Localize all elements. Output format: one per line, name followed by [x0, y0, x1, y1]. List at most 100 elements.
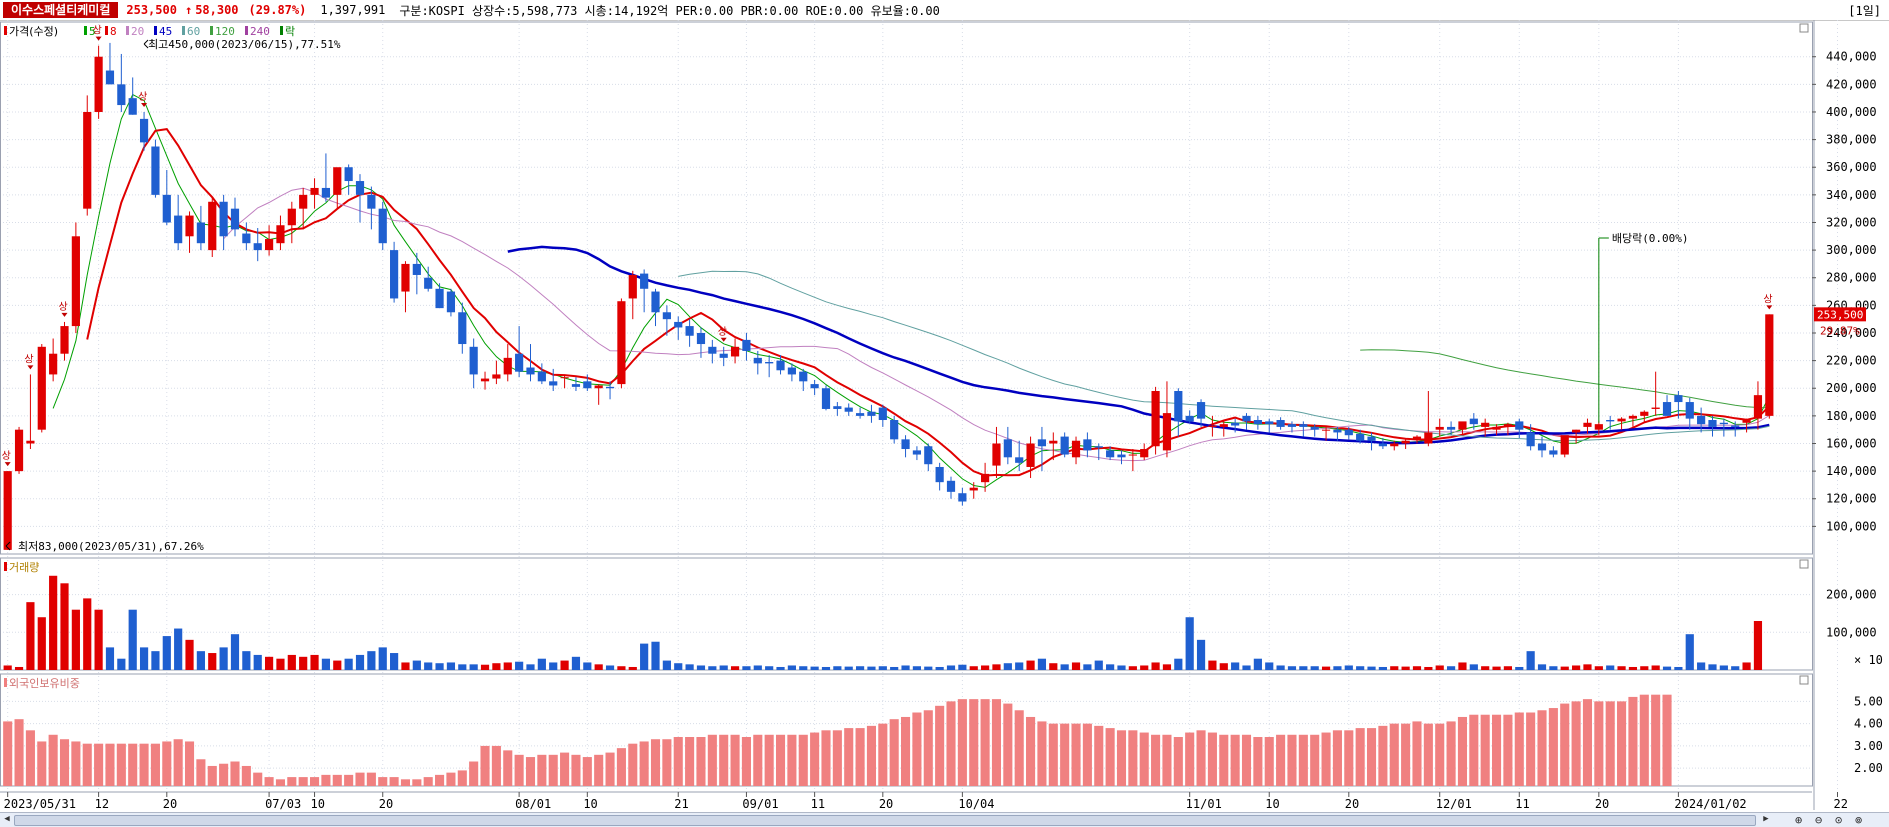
- foreign-ratio-bar: [832, 730, 842, 786]
- zoom-in-icon[interactable]: ⊕: [1795, 813, 1803, 827]
- zoom-reset-icon[interactable]: ⊙: [1835, 813, 1843, 827]
- volume-tick-label: 100,000: [1826, 625, 1877, 639]
- volume-bar: [1503, 666, 1513, 670]
- candle-body: [617, 301, 626, 385]
- candle-body: [1674, 395, 1683, 403]
- foreign-ratio-bar: [1480, 714, 1490, 786]
- volume-legend-label: 거래량: [9, 561, 39, 574]
- candle-body: [1628, 415, 1638, 419]
- candle-body: [333, 167, 342, 195]
- candle-body: [1549, 450, 1558, 455]
- foreign-ratio-bar: [775, 734, 786, 786]
- foreign-ratio-bar: [878, 723, 888, 786]
- volume-bar: [1435, 665, 1444, 670]
- current-price-tag-label: 253,500: [1817, 308, 1863, 321]
- volume-tick-label: 200,000: [1826, 588, 1877, 602]
- volume-bar: [719, 665, 728, 670]
- volume-bar: [1537, 664, 1547, 670]
- date-tick-label: 10: [311, 797, 325, 811]
- candle-body: [935, 466, 944, 483]
- volume-bar: [1185, 617, 1194, 670]
- candle-body: [1378, 443, 1387, 447]
- foreign-ratio-bar: [1514, 712, 1524, 786]
- volume-bar: [492, 663, 501, 670]
- foreign-ratio-bar: [1128, 730, 1138, 786]
- volume-bar: [1492, 666, 1501, 670]
- candle-body: [855, 413, 865, 416]
- foreign-ratio-bar: [207, 765, 217, 786]
- volume-bar: [560, 660, 569, 670]
- candle-body: [890, 420, 899, 440]
- volume-bar: [685, 664, 694, 670]
- foreign-ratio-bar: [1116, 730, 1127, 786]
- candle-body: [117, 84, 126, 106]
- volume-bar: [458, 664, 467, 670]
- candle-body: [1151, 391, 1160, 447]
- chart-scrollbar[interactable]: ◀ ▶ ⊕ ⊖ ⊙ ⊚: [0, 812, 1889, 827]
- candle-body: [71, 236, 80, 327]
- volume-bar: [787, 665, 796, 670]
- date-tick-label: 08/01: [515, 797, 551, 811]
- candle-body: [1049, 440, 1058, 444]
- candle-body: [1537, 443, 1547, 451]
- scroll-left-icon[interactable]: ◀: [4, 814, 10, 824]
- stock-name[interactable]: 이수스페셜티케미컬: [3, 2, 119, 18]
- volume-bar: [1162, 664, 1172, 670]
- candle-body: [1708, 420, 1717, 427]
- volume-bar: [424, 662, 433, 670]
- foreign-ratio-bar: [1196, 730, 1206, 786]
- foreign-ratio-bar: [1560, 703, 1570, 786]
- volume-bar: [60, 583, 69, 670]
- zoom-out-icon[interactable]: ⊖: [1815, 813, 1823, 827]
- volume-bar: [162, 636, 171, 670]
- volume-bar: [1344, 665, 1353, 670]
- foreign-ratio-bar: [1173, 737, 1183, 786]
- foreign-ratio-bar: [196, 759, 206, 786]
- candle-body: [1299, 424, 1308, 427]
- date-tick-label: 22: [1834, 797, 1848, 811]
- volume-bar: [662, 660, 671, 670]
- foreign-ratio-bar: [287, 777, 297, 786]
- foreign-ratio-bar: [71, 741, 81, 786]
- high-price-label: 최고450,000(2023/06/15),77.51%: [148, 38, 341, 51]
- candle-body: [1515, 421, 1524, 430]
- volume-bar: [355, 654, 365, 670]
- limit-up-label: 상: [59, 301, 68, 313]
- volume-bar: [230, 634, 240, 670]
- foreign-ratio-bar: [1503, 714, 1513, 786]
- up-arrow-icon: ↑: [184, 3, 193, 17]
- candle-body: [867, 411, 876, 416]
- foreign-ratio-bar: [1151, 734, 1161, 786]
- volume-bar: [219, 647, 228, 670]
- limit-up-arrow-icon: [95, 36, 102, 41]
- volume-bar: [890, 666, 899, 670]
- scroll-right-icon[interactable]: ▶: [1763, 814, 1769, 824]
- foreign-ratio-bar: [457, 770, 467, 786]
- foreign-ratio-bar: [1378, 725, 1388, 786]
- candle-body: [219, 201, 228, 237]
- price-legend-marker: [4, 26, 7, 35]
- candle-body: [1060, 436, 1069, 455]
- candle-body: [662, 312, 671, 320]
- date-tick-label: 20: [379, 797, 393, 811]
- candle-body: [810, 384, 819, 389]
- volume-bar: [242, 651, 251, 670]
- zoom-fit-icon[interactable]: ⊚: [1855, 813, 1863, 827]
- candle-body: [1424, 432, 1433, 444]
- volume-bar: [696, 665, 706, 670]
- scroll-thumb[interactable]: [14, 815, 1756, 826]
- volume-bar: [708, 666, 717, 670]
- candle-body: [776, 360, 785, 371]
- volume-bar: [855, 666, 865, 670]
- period-selector[interactable]: [1일]: [1848, 4, 1881, 18]
- foreign-ratio-bar: [946, 701, 956, 786]
- candle-body: [992, 443, 1001, 466]
- stock-chart[interactable]: 440,000 420,000 400,000 380,000 360,000 340,0…: [0, 20, 1889, 812]
- foreign-ratio-bar: [901, 716, 911, 786]
- foreign-ratio-bar: [491, 745, 501, 786]
- candle-body: [1242, 415, 1251, 422]
- candle-body: [264, 239, 274, 251]
- volume-bar: [83, 598, 92, 670]
- foreign-ratio-bar: [355, 772, 365, 786]
- ma-legend-marker: [126, 26, 129, 35]
